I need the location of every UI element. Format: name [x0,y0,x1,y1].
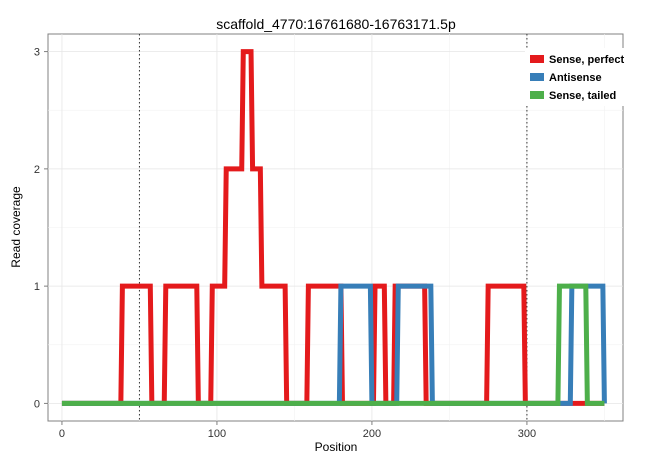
legend-label-antisense: Antisense [549,72,602,84]
y-tick-label-0: 0 [34,398,40,410]
legend-label-sense-perfect: Sense, perfect [549,54,625,66]
series-line-2 [61,283,605,406]
y-tick-label-2: 2 [34,164,40,176]
x-tick-label-300: 300 [518,428,536,440]
x-axis: 0 100 200 300 [59,421,536,440]
y-axis-title: Read coverage [9,186,23,268]
legend-swatch-sense-tailed [530,91,544,99]
y-axis: 0 1 2 3 [34,47,48,410]
legend-swatch-sense-perfect [530,55,544,63]
series-layer [61,49,607,406]
y-tick-label-1: 1 [34,281,40,293]
legend-label-sense-tailed: Sense, tailed [549,90,616,102]
chart-title: scaffold_4770:16761680-16763171.5p [216,16,456,32]
legend: Sense, perfect Antisense Sense, tailed [525,48,626,106]
x-tick-label-200: 200 [363,428,381,440]
legend-swatch-antisense [530,73,544,81]
x-tick-label-0: 0 [59,428,65,440]
x-axis-title: Position [315,440,358,454]
x-tick-label-100: 100 [208,428,226,440]
y-tick-label-3: 3 [34,47,40,59]
